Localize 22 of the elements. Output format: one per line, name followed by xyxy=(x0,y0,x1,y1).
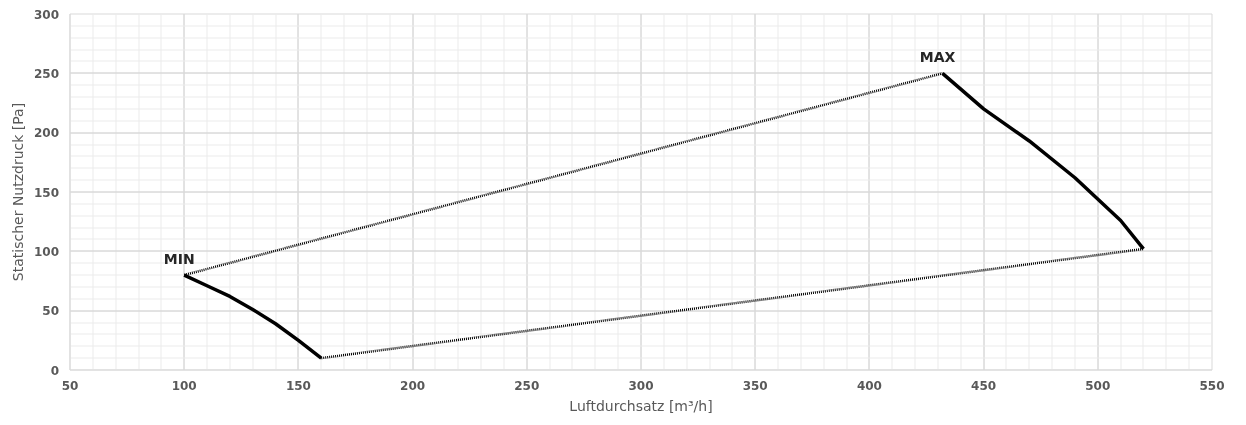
annotation: MIN xyxy=(163,251,195,268)
x-tick-label: 450 xyxy=(971,379,997,393)
x-tick-label: 300 xyxy=(628,379,654,393)
x-tick-label: 200 xyxy=(400,379,426,393)
y-tick-label: 50 xyxy=(42,304,59,319)
x-tick-label: 550 xyxy=(1199,379,1225,393)
y-tick-label: 250 xyxy=(33,66,60,81)
x-tick-label: 150 xyxy=(285,379,311,393)
y-tick-label: 0 xyxy=(50,363,60,378)
x-tick-label: 500 xyxy=(1085,379,1111,393)
x-tick-label: 250 xyxy=(514,379,540,393)
y-tick-label: 200 xyxy=(33,126,60,141)
x-tick-label: 100 xyxy=(171,379,197,393)
y-tick-label: 100 xyxy=(33,244,60,259)
annotation: MAX xyxy=(919,49,956,66)
x-tick-label: 400 xyxy=(856,379,882,393)
y-axis-title: Statischer Nutzdruck [Pa] xyxy=(9,102,26,282)
y-tick-label: 300 xyxy=(33,7,60,22)
y-tick-label: 150 xyxy=(33,185,60,200)
x-tick-label: 50 xyxy=(61,379,79,393)
x-tick-label: 350 xyxy=(742,379,768,393)
x-axis-title: Luftdurchsatz [m³/h] xyxy=(569,398,713,414)
